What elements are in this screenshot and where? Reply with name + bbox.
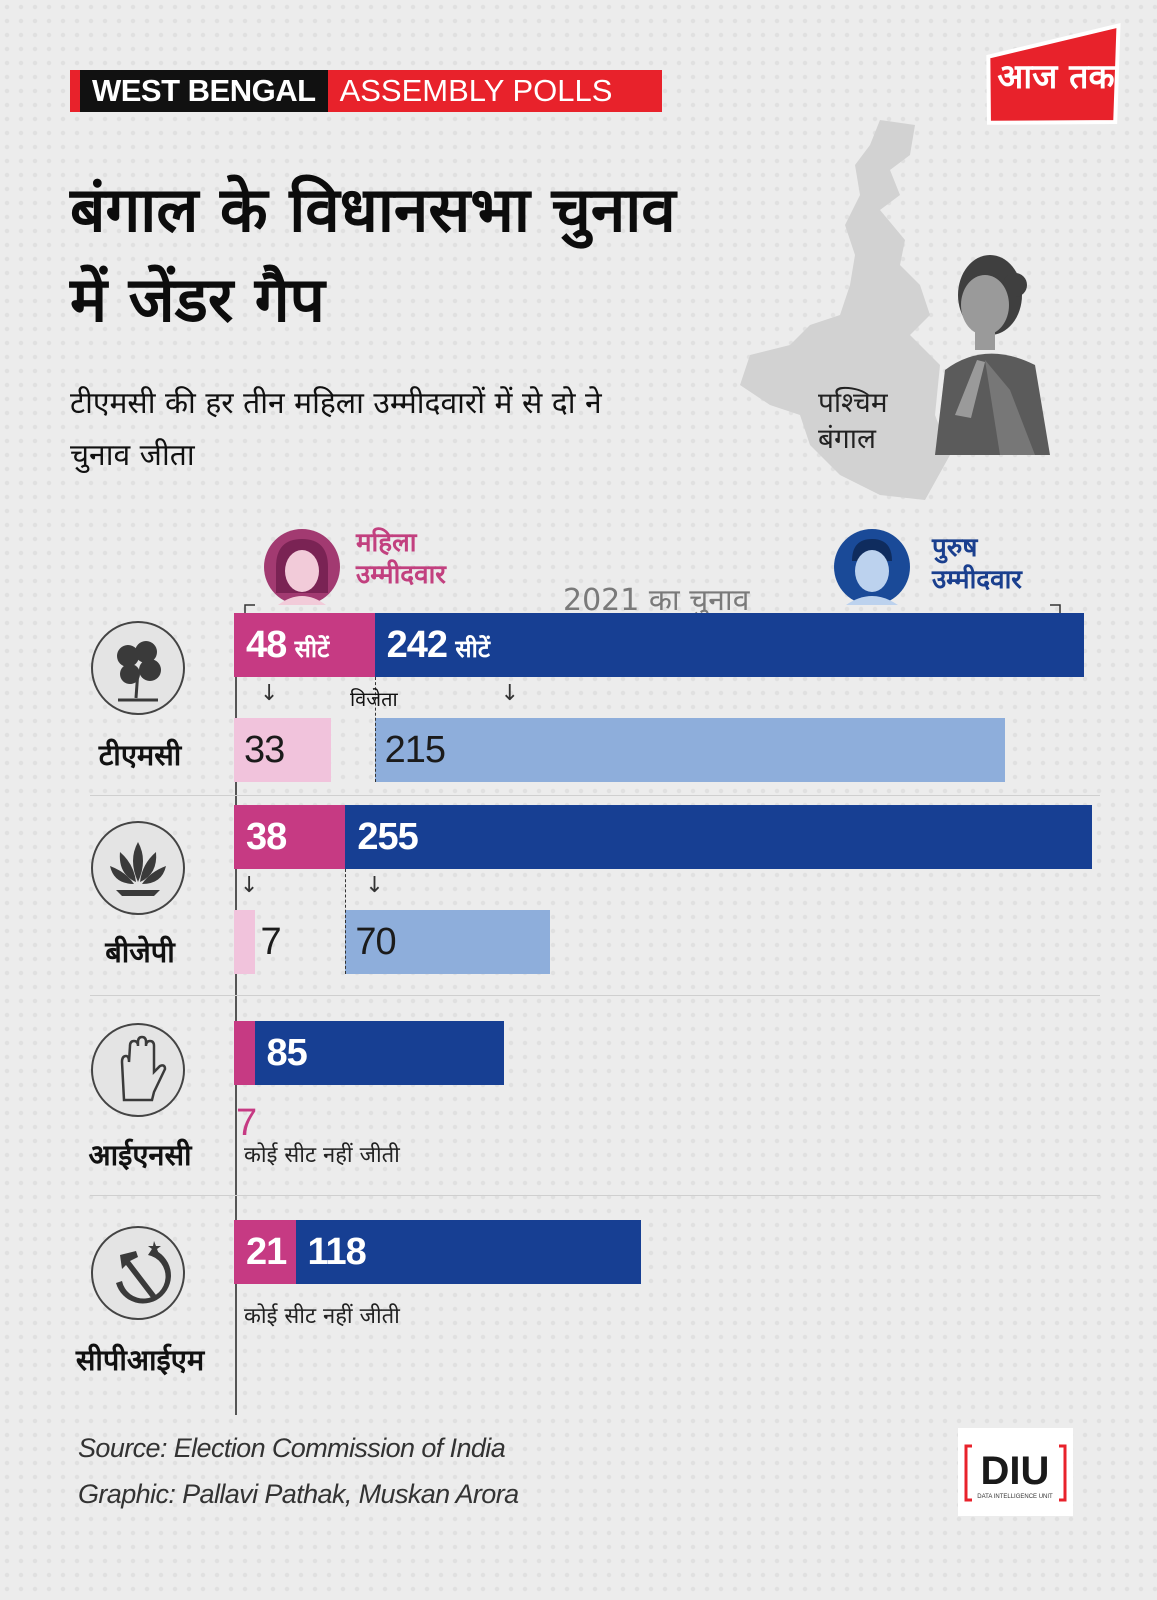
diu-text: DIU [981, 1449, 1050, 1493]
row-separator [90, 995, 1100, 996]
arrow-down-icon: ↓ [240, 873, 259, 898]
bar-male-won [374, 718, 1005, 782]
hand-icon [91, 1023, 185, 1117]
bar-female-won [234, 718, 331, 782]
party-name-cpim: सीपीआईएम [75, 1343, 205, 1377]
diu-logo-mark: DIU DATA INTELLIGENCE UNIT [964, 1444, 1067, 1502]
page-subtitle: टीएमसी की हर तीन महिला उम्मीदवारों में स… [70, 386, 602, 473]
label-male-contested: 255 [357, 816, 418, 858]
source-text: Source: Election Commission of India [78, 1433, 506, 1463]
footer: Source: Election Commission of India Gra… [78, 1425, 519, 1517]
label-male-contested: 118 [307, 1231, 367, 1273]
divider-dashed [345, 869, 347, 974]
bar-female-contested [234, 1021, 255, 1085]
no-seat-note: कोई सीट नहीं जीती [244, 1304, 400, 1329]
party-name-tmc: टीएमसी [98, 738, 182, 772]
label-female-contested: 48 सीटें [246, 624, 330, 666]
bar-female-contested [234, 805, 346, 869]
credit-text: Graphic: Pallavi Pathak, Muskan Arora [78, 1479, 519, 1509]
bar-male-contested [254, 1021, 504, 1085]
chart-title: 2021 का चुनाव [563, 583, 750, 618]
bar-male-contested [295, 1220, 642, 1284]
chart-axis [235, 620, 237, 1415]
legend-male: पुरुष उम्मीदवार [932, 533, 1022, 595]
west-bengal-map-icon [740, 120, 950, 500]
party-name-bjp: बीजेपी [105, 935, 175, 969]
label-female-won: 7 [260, 921, 282, 963]
male-candidate-icon [834, 529, 910, 605]
label-female-contested: 38 [246, 816, 287, 858]
label-male-won: 70 [355, 921, 396, 963]
legend-female: महिला उम्मीदवार [356, 528, 446, 590]
label-female-won: 33 [244, 729, 285, 771]
tag-accent-bar [70, 70, 80, 112]
arrow-down-icon: ↓ [500, 681, 520, 706]
page-title: बंगाल के विधानसभा चुनाव में जेंडर गैप [70, 173, 676, 336]
bar-female-contested [234, 613, 375, 677]
logo-text: आज तक [997, 57, 1116, 97]
row-separator [90, 1195, 1100, 1196]
label-male-contested: 85 [266, 1032, 308, 1074]
label-male-contested: 242 सीटें [386, 624, 490, 666]
arrow-down-icon: ↓ [365, 873, 384, 898]
label-female-contested: 7 [236, 1102, 257, 1144]
tag-region: WEST BENGAL [80, 70, 328, 112]
label-male-won: 215 [384, 729, 446, 771]
bar-male-won [345, 910, 551, 974]
woman-namaste-icon [935, 255, 1050, 455]
female-candidate-icon [264, 529, 340, 605]
diu-subtext: DATA INTELLIGENCE UNIT [977, 1494, 1053, 1500]
bar-female-won [234, 910, 255, 974]
no-seat-note: कोई सीट नहीं जीती [244, 1143, 400, 1168]
map-label: पश्चिम बंगाल [818, 386, 888, 455]
hammer-sickle-icon [91, 1226, 185, 1320]
divider-dashed [374, 677, 376, 782]
diu-logo: DIU DATA INTELLIGENCE UNIT [958, 1428, 1073, 1516]
bar-male-contested [345, 805, 1093, 869]
arrow-down-icon: ↓ [260, 681, 279, 706]
bar-female-contested [234, 1220, 296, 1284]
winners-label: विजेता [350, 687, 398, 711]
lotus-icon [91, 821, 185, 915]
seat-unit: सीटें [447, 635, 490, 663]
bar-male-contested [374, 613, 1084, 677]
header-tag: WEST BENGAL ASSEMBLY POLLS [70, 70, 663, 112]
shamrock-flower-icon [91, 621, 185, 715]
row-separator [90, 795, 1100, 796]
aajtak-logo: आज तक [986, 22, 1121, 125]
party-name-inc: आईएनसी [88, 1138, 192, 1172]
label-female-contested: 21 [246, 1231, 287, 1273]
seat-unit: सीटें [286, 635, 330, 663]
tag-topic: ASSEMBLY POLLS [327, 70, 663, 112]
